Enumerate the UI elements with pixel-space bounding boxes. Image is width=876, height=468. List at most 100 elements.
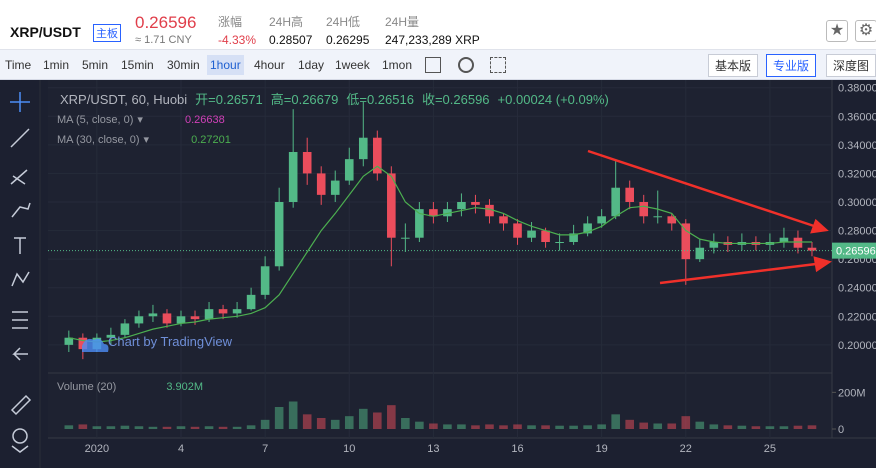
volume-bar [597,424,606,429]
stat-value: 0.26295 [326,33,370,47]
view-button[interactable]: 基本版 [708,54,759,77]
fullscreen-icon[interactable] [490,57,506,73]
crosshair-tool[interactable] [10,92,30,112]
candle-body [401,237,410,239]
volume-bar [429,423,438,429]
interval-button[interactable]: 1min [43,58,70,72]
candle-body [471,202,480,205]
chart-title-row: XRP/USDT, 60, Huobi 开=0.26571 高=0.26679 低=0… [60,92,609,107]
view-button[interactable]: 深度图 [826,54,876,77]
interval-button[interactable]: Time [5,58,32,72]
x-tick-label: 7 [262,443,268,455]
interval-button[interactable]: 4hour [254,58,285,72]
candle-body [443,209,452,217]
more-tools[interactable] [11,445,29,453]
volume-bar [737,425,747,429]
candle-body [597,216,606,224]
volume-bar [106,426,116,429]
volume-bar [120,425,130,429]
volume-bar [765,426,775,429]
candle-body [344,159,354,181]
legend: XRP/USDT, 60, Huobi 开=0.26571 高=0.26679 低=0… [57,92,609,393]
volume-bar [681,416,691,429]
candle-body [120,323,130,335]
volume-bar [246,425,256,429]
interval-button[interactable]: 15min [121,58,154,72]
marks: 0.26596 [48,102,876,429]
volume-bar [555,425,564,429]
volume-bar [723,425,733,429]
candle-body [555,242,564,243]
volume-bar [415,421,424,429]
candle-body [204,309,214,320]
volume-bar [695,421,705,429]
ohlc-value: 低=0.26516 [346,92,414,107]
ohlc-value: 高=0.26679 [271,92,339,107]
indicator-menu: ▾ [137,114,143,126]
candle-body [625,187,634,202]
volume-bar [162,426,172,429]
volume-bar [274,407,284,429]
interval-button[interactable]: 1day [298,58,325,72]
stat-label: 24H低 [326,15,361,29]
zoom-tool[interactable] [12,428,28,444]
volume-bar [387,405,396,429]
ruler-tool[interactable] [10,394,32,416]
stat-value: -4.33% [218,33,257,47]
interval-button[interactable]: 1mon [382,58,413,72]
settings-icon[interactable] [458,57,474,73]
candle-body [513,223,522,238]
candle-body [190,316,200,320]
view-button[interactable]: 专业版 [766,54,817,77]
x-tick-label: 10 [343,443,355,455]
x-tick-label: 4 [178,443,184,455]
volume-bar [653,423,663,429]
ma-line [68,165,812,343]
text-tool[interactable] [14,237,26,254]
settings-button[interactable]: ⚙ [855,20,876,42]
fib-tool[interactable] [10,169,28,185]
volume-bar [148,426,158,429]
chart-type-icon[interactable] [425,57,441,73]
candle-body [134,316,144,324]
indicator-name: MA (30, close, 0) [57,134,140,146]
ohlc-value: 开=0.26571 [195,92,263,107]
measure-tool[interactable] [12,311,28,329]
back-tool[interactable] [12,347,28,361]
y-tick-label: 0.22000 [838,311,876,323]
chart-title: XRP/USDT, 60, Huobi [60,92,187,107]
volume-bar [751,426,761,429]
interval-button[interactable]: 1week [335,58,370,72]
candle-body [793,237,803,248]
star-button[interactable]: ★ [826,20,848,42]
badge[interactable]: 主板 [93,24,121,42]
brush-tool[interactable] [11,202,31,218]
lower-arrow-head [813,256,832,273]
candle-body [709,242,719,248]
y-tick-label: 0.34000 [838,140,876,152]
volume-bar [204,426,214,429]
lower-trend-line [659,262,817,285]
volume-bar [779,426,789,429]
interval-button[interactable]: 1hour [207,55,244,75]
candle-body [260,266,270,295]
candle-body [611,187,620,217]
indicator-menu: ▾ [144,134,150,146]
volume-bar [232,426,242,429]
interval-button[interactable]: 30min [167,58,200,72]
candle-body [358,137,368,160]
indicator-value: 0.26638 [185,114,225,126]
candle-body [653,216,663,218]
interval-button[interactable]: 5min [82,58,109,72]
line-tool[interactable] [10,128,30,148]
pattern-tool[interactable] [11,271,30,287]
volume-bar [443,424,452,429]
volume-bar [485,424,494,429]
volume-bar [64,425,74,429]
candle-body [218,309,228,314]
volume-bar [358,408,368,429]
candle-body [302,152,312,174]
candle-body [541,230,550,242]
candle-body [807,247,817,251]
